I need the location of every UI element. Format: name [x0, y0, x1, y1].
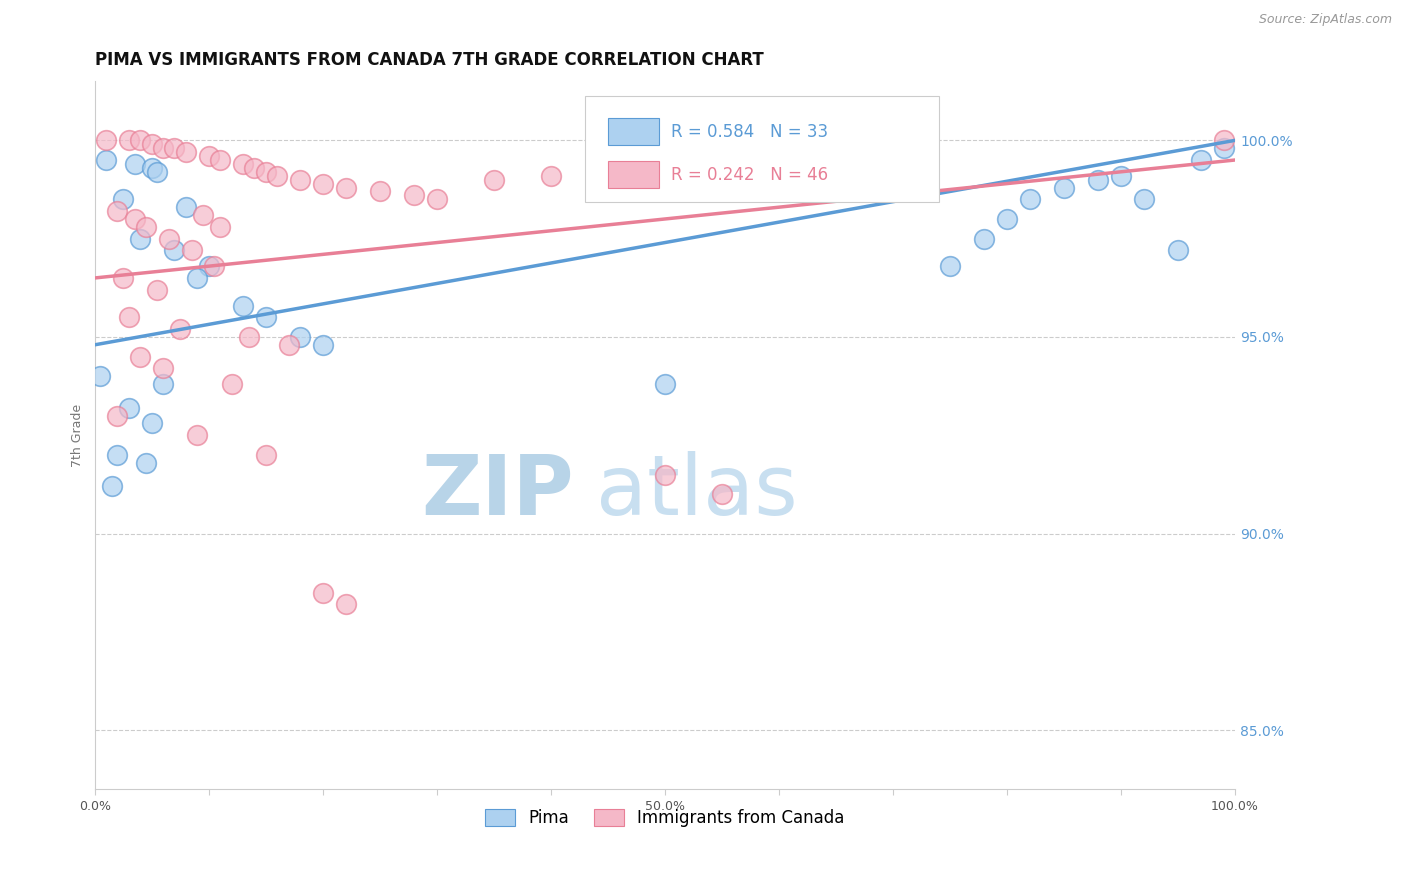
Point — [312, 338, 335, 352]
Point — [312, 585, 335, 599]
Point — [118, 401, 141, 415]
Point — [118, 133, 141, 147]
Point — [129, 350, 152, 364]
FancyBboxPatch shape — [607, 118, 659, 145]
Point — [1109, 169, 1132, 183]
Point — [129, 133, 152, 147]
Point — [1189, 153, 1212, 167]
Text: ZIP: ZIP — [422, 451, 574, 533]
Point — [368, 185, 391, 199]
Point — [540, 169, 562, 183]
Y-axis label: 7th Grade: 7th Grade — [72, 404, 84, 467]
Point — [973, 232, 995, 246]
Point — [146, 165, 169, 179]
Point — [186, 271, 208, 285]
Point — [335, 598, 357, 612]
Point — [141, 137, 163, 152]
Point — [129, 232, 152, 246]
Point — [124, 157, 146, 171]
Point — [238, 330, 260, 344]
Point — [174, 200, 197, 214]
Point — [157, 232, 180, 246]
FancyBboxPatch shape — [607, 161, 659, 187]
Point — [141, 417, 163, 431]
Point — [100, 479, 122, 493]
Point — [1053, 180, 1076, 194]
Point — [124, 212, 146, 227]
Point — [197, 259, 219, 273]
Text: R = 0.242   N = 46: R = 0.242 N = 46 — [671, 166, 828, 184]
Point — [254, 165, 277, 179]
Point — [243, 161, 266, 175]
Point — [1018, 192, 1040, 206]
Point — [112, 192, 135, 206]
Point — [939, 259, 962, 273]
Point — [254, 310, 277, 325]
Point — [277, 338, 299, 352]
Point — [995, 212, 1018, 227]
Point — [335, 180, 357, 194]
Point — [232, 298, 254, 312]
Point — [596, 161, 619, 175]
Text: Source: ZipAtlas.com: Source: ZipAtlas.com — [1258, 13, 1392, 27]
Point — [209, 153, 232, 167]
Point — [152, 377, 174, 392]
Point — [266, 169, 288, 183]
Legend: Pima, Immigrants from Canada: Pima, Immigrants from Canada — [478, 803, 852, 834]
Point — [402, 188, 425, 202]
Text: atlas: atlas — [596, 451, 799, 533]
Point — [186, 428, 208, 442]
Point — [1212, 133, 1234, 147]
Point — [1167, 244, 1189, 258]
Point — [163, 244, 186, 258]
Point — [221, 377, 243, 392]
Point — [288, 172, 311, 186]
Point — [146, 283, 169, 297]
Point — [482, 172, 505, 186]
Point — [654, 467, 676, 482]
Point — [654, 377, 676, 392]
Point — [107, 448, 129, 462]
Point — [191, 208, 214, 222]
Point — [312, 177, 335, 191]
Text: R = 0.584   N = 33: R = 0.584 N = 33 — [671, 122, 828, 141]
Point — [1212, 141, 1234, 155]
Point — [180, 244, 202, 258]
Point — [163, 141, 186, 155]
Point — [202, 259, 225, 273]
Point — [426, 192, 449, 206]
Point — [135, 219, 157, 234]
Point — [107, 409, 129, 423]
Point — [174, 145, 197, 160]
Point — [141, 161, 163, 175]
Point — [94, 133, 117, 147]
Point — [152, 141, 174, 155]
Point — [1087, 172, 1109, 186]
Point — [1133, 192, 1156, 206]
Point — [232, 157, 254, 171]
FancyBboxPatch shape — [585, 95, 939, 202]
Point — [107, 204, 129, 219]
Point — [288, 330, 311, 344]
Point — [94, 153, 117, 167]
Text: PIMA VS IMMIGRANTS FROM CANADA 7TH GRADE CORRELATION CHART: PIMA VS IMMIGRANTS FROM CANADA 7TH GRADE… — [94, 51, 763, 69]
Point — [197, 149, 219, 163]
Point — [118, 310, 141, 325]
Point — [152, 361, 174, 376]
Point — [89, 369, 111, 384]
Point — [710, 487, 733, 501]
Point — [169, 322, 191, 336]
Point — [254, 448, 277, 462]
Point — [209, 219, 232, 234]
Point — [112, 271, 135, 285]
Point — [135, 456, 157, 470]
